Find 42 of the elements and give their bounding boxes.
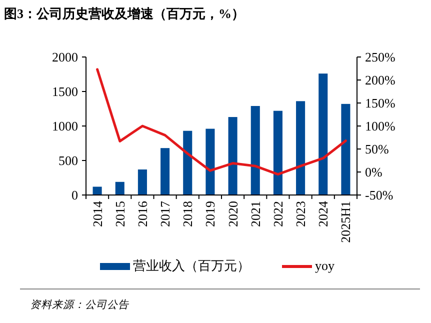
y2-tick-label: 50% bbox=[365, 142, 389, 156]
legend-label: 营业收入（百万元） bbox=[133, 258, 250, 273]
bar bbox=[160, 148, 170, 195]
bar bbox=[138, 169, 147, 195]
x-tick-label: 2024 bbox=[316, 200, 331, 227]
legend-yoy: yoy bbox=[282, 258, 334, 273]
x-tick-label: 2025H1 bbox=[338, 201, 354, 243]
y-tick-label: 1500 bbox=[52, 84, 78, 99]
y2-tick-label: 0% bbox=[365, 164, 382, 180]
x-tick-label: 2015 bbox=[112, 201, 128, 227]
legend-营业收入（百万元）: 营业收入（百万元） bbox=[100, 258, 250, 273]
y-tick-label: 0 bbox=[72, 188, 78, 202]
y2-tick-label: 150% bbox=[365, 96, 396, 110]
x-tick-label: 2014 bbox=[90, 200, 105, 227]
y2-tick-label: 250% bbox=[365, 50, 396, 64]
x-tick-label: 2016 bbox=[134, 200, 150, 227]
y-tick-label: 2000 bbox=[52, 50, 78, 64]
bar bbox=[273, 110, 282, 195]
y2-tick-label: 100% bbox=[365, 118, 396, 134]
x-tick-label: 2023 bbox=[293, 201, 308, 227]
x-tick-label: 2022 bbox=[270, 201, 286, 227]
y2-tick-label: 200% bbox=[365, 72, 396, 88]
y2-tick-label: -50% bbox=[365, 188, 394, 202]
bar bbox=[115, 182, 124, 195]
bar bbox=[341, 104, 350, 195]
x-tick-label: 2021 bbox=[248, 201, 263, 227]
chart-title: 图3：公司历史营收及增速（百万元，%） bbox=[4, 6, 244, 21]
x-tick-label: 2019 bbox=[202, 201, 218, 227]
bar bbox=[250, 106, 260, 195]
y-tick-label: 1000 bbox=[52, 118, 78, 134]
bar bbox=[183, 130, 192, 195]
bar bbox=[206, 128, 215, 195]
y-tick-label: 500 bbox=[58, 153, 78, 168]
bar bbox=[92, 186, 102, 195]
legend-label: yoy bbox=[315, 258, 335, 273]
x-tick-label: 2017 bbox=[158, 200, 173, 227]
bar bbox=[318, 74, 328, 195]
text: 资料来源：公司公告 bbox=[30, 299, 130, 311]
bar bbox=[296, 101, 306, 195]
x-tick-label: 2020 bbox=[225, 201, 240, 227]
x-tick-label: 2018 bbox=[180, 201, 196, 227]
bar bbox=[228, 117, 238, 195]
